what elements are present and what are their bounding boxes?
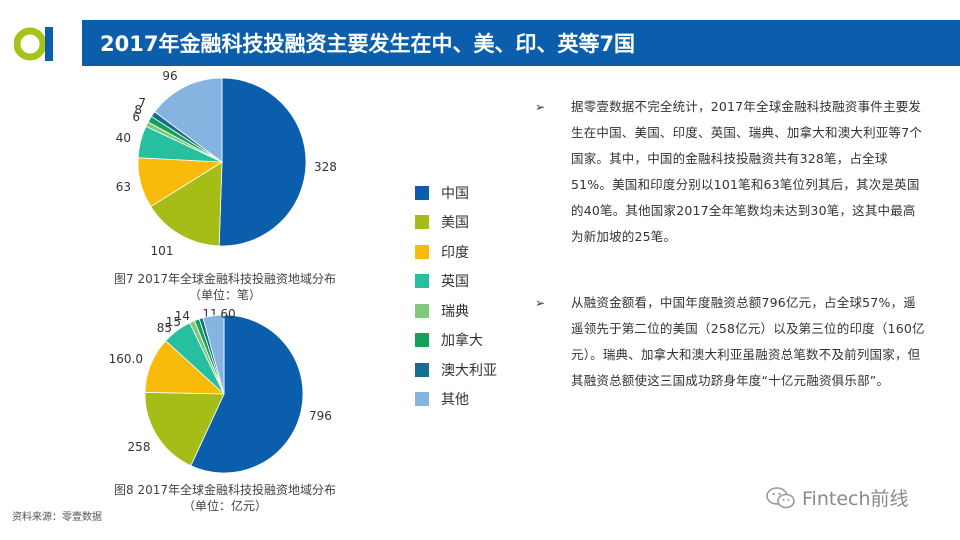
slice-value-label: 15 xyxy=(166,315,181,329)
pie-slice-8 xyxy=(202,314,225,395)
legend-item: 其他 xyxy=(415,385,497,415)
bullet-text: 据零壹数据不完全统计，2017年全球金融科技融资事件主要发生在中国、美国、印度、… xyxy=(571,99,923,244)
legend-swatch xyxy=(415,362,429,377)
slice-value-label: 14 xyxy=(175,309,190,323)
legend-swatch xyxy=(415,185,429,200)
legend-swatch xyxy=(415,303,429,318)
bullet-item: ➢ 从融资金额看，中国年度融资总额796亿元，占全球57%，遥遥领先于第二位的美… xyxy=(535,290,925,394)
legend-swatch xyxy=(415,244,429,259)
pie-slice-1 xyxy=(218,77,307,247)
slice-value-label: 796 xyxy=(309,409,332,423)
legend-label: 中国 xyxy=(441,185,469,202)
legend-item: 瑞典 xyxy=(415,296,497,326)
arrow-bullet-icon: ➢ xyxy=(535,100,546,114)
brand-text: Fintech前线 xyxy=(802,488,909,510)
legend-swatch xyxy=(415,215,429,230)
chart2-title: 图8 2017年全球金融科技投融资地域分布 xyxy=(114,483,336,497)
wechat-icon xyxy=(766,486,795,508)
legend-item: 澳大利亚 xyxy=(415,355,497,385)
page-title: 2017年金融科技投融资主要发生在中、美、印、英等7国 xyxy=(100,32,636,56)
header: 2017年金融科技投融资主要发生在中、美、印、英等7国 xyxy=(0,18,960,70)
legend-label: 其他 xyxy=(441,392,469,409)
legend-item: 美国 xyxy=(415,208,497,238)
legend-item: 印度 xyxy=(415,237,497,267)
chart1-caption: 图7 2017年全球金融科技投融资地域分布 （单位：笔） xyxy=(90,271,360,303)
legend-item: 加拿大 xyxy=(415,326,497,356)
logo-icon xyxy=(14,27,53,61)
pie-slice-8 xyxy=(154,77,223,163)
slice-value-label: 328 xyxy=(314,160,337,174)
slice-value-label: 8 xyxy=(134,103,142,117)
chart2-subtitle: （单位：亿元） xyxy=(182,499,267,513)
legend-swatch xyxy=(415,392,429,407)
legend-label: 瑞典 xyxy=(441,303,469,320)
slice-value-label: 96 xyxy=(162,69,177,83)
legend-item: 中国 xyxy=(415,178,497,208)
chart-legend: 中国 美国 印度 英国 瑞典 加拿大 澳大利亚 其他 xyxy=(415,178,497,414)
legend-swatch xyxy=(415,274,429,289)
slice-value-label: 40 xyxy=(116,131,131,145)
slice-value-label: 160.0 xyxy=(109,352,143,366)
source-note: 资料来源：零壹数据 xyxy=(12,512,102,523)
bullet-text: 从融资金额看，中国年度融资总额796亿元，占全球57%，遥遥领先于第二位的美国（… xyxy=(571,295,925,388)
brand-watermark: Fintech前线 xyxy=(766,484,909,511)
slice-value-label: 7 xyxy=(138,96,146,110)
title-bar: 2017年金融科技投融资主要发生在中、美、印、英等7国 xyxy=(82,20,960,66)
slice-value-label: 101 xyxy=(151,244,174,258)
chart1-subtitle: （单位：笔） xyxy=(188,288,261,302)
chart1-title: 图7 2017年全球金融科技投融资地域分布 xyxy=(114,272,336,286)
slice-value-label: 63 xyxy=(116,180,131,194)
pie-slice-2 xyxy=(144,391,225,467)
legend-label: 加拿大 xyxy=(441,333,483,350)
legend-swatch xyxy=(415,333,429,348)
slice-value-label: 60 xyxy=(220,307,235,321)
pie-slice-2 xyxy=(150,161,223,247)
legend-label: 印度 xyxy=(441,244,469,261)
legend-label: 澳大利亚 xyxy=(441,362,497,379)
legend-label: 美国 xyxy=(441,215,469,232)
bullet-list: ➢ 据零壹数据不完全统计，2017年全球金融科技融资事件主要发生在中国、美国、印… xyxy=(535,94,925,418)
slice-value-label: 258 xyxy=(128,440,151,454)
chart2-caption: 图8 2017年全球金融科技投融资地域分布 （单位：亿元） xyxy=(90,482,360,514)
bullet-item: ➢ 据零壹数据不完全统计，2017年全球金融科技融资事件主要发生在中国、美国、印… xyxy=(535,94,925,250)
slice-value-label: 85 xyxy=(157,321,172,335)
slice-value-label: 6 xyxy=(132,110,140,124)
legend-label: 英国 xyxy=(441,274,469,291)
pie-slice-1 xyxy=(190,314,304,474)
arrow-bullet-icon: ➢ xyxy=(535,296,546,310)
legend-item: 英国 xyxy=(415,267,497,297)
